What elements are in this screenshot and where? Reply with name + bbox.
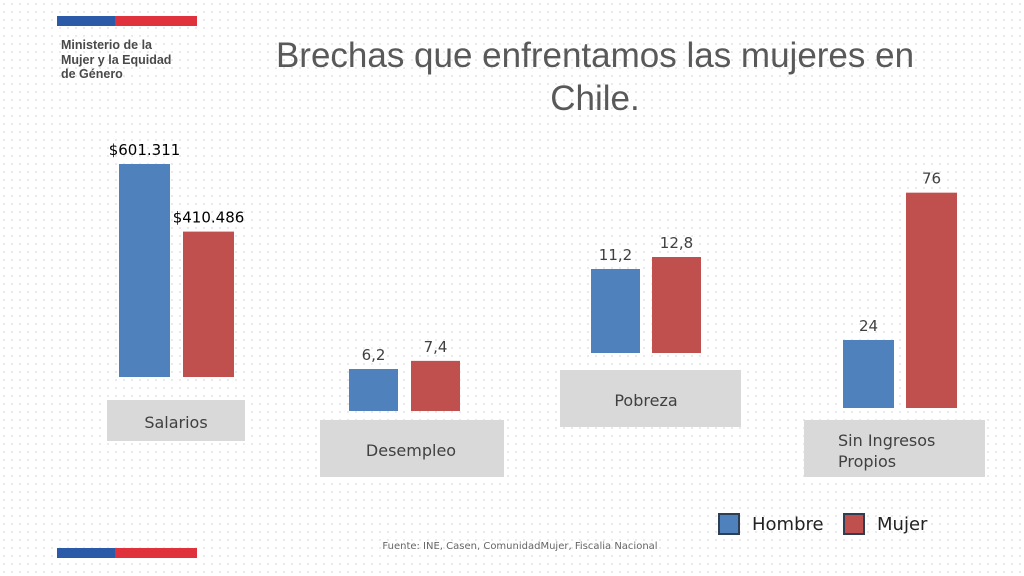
category-label: Pobreza xyxy=(614,391,677,410)
category-label: Sin Ingresos xyxy=(838,431,935,450)
legend-item-hombre: Hombre xyxy=(718,513,824,535)
legend-item-mujer: Mujer xyxy=(843,513,927,535)
bar-mujer xyxy=(652,257,701,353)
data-label-hombre: 11,2 xyxy=(599,246,632,264)
chart-group-pobreza: Pobreza 11,2 12,8 xyxy=(560,234,741,427)
category-label: Salarios xyxy=(144,413,207,432)
data-label-hombre: $601.311 xyxy=(109,141,181,159)
category-box xyxy=(560,370,741,427)
bar-mujer xyxy=(411,360,460,411)
data-label-mujer: $410.486 xyxy=(173,209,245,227)
category-box xyxy=(107,400,245,441)
legend-swatch-hombre xyxy=(718,513,740,535)
title-line-2: Chile. xyxy=(550,79,640,118)
flag-stripe-top xyxy=(57,16,197,26)
legend-label-hombre: Hombre xyxy=(752,513,824,535)
title-line-1: Brechas que enfrentamos las mujeres en xyxy=(275,36,915,75)
ministry-line-3: de Género xyxy=(61,67,123,81)
category-box xyxy=(804,420,985,477)
data-label-hombre: 6,2 xyxy=(362,346,386,364)
category-box xyxy=(320,420,504,477)
chart-group-salarios: Salarios $601.311 $410.486 xyxy=(107,141,245,441)
chart-group-sin-ingresos-propios: Sin Ingresos Propios 24 76 xyxy=(804,170,985,477)
bar-hombre xyxy=(119,164,170,377)
bar-hombre xyxy=(591,269,640,353)
category-label: Propios xyxy=(838,452,896,471)
legend-swatch-mujer xyxy=(843,513,865,535)
bar-mujer xyxy=(906,192,957,408)
legend-label-mujer: Mujer xyxy=(877,513,928,535)
data-label-mujer: 12,8 xyxy=(660,234,693,252)
ministry-logo-text: Ministerio de la Mujer y la Equidad de G… xyxy=(61,38,221,82)
ministry-line-2: Mujer y la Equidad xyxy=(61,52,172,67)
ministry-line-1: Ministerio de la xyxy=(61,38,152,52)
bar-mujer xyxy=(183,231,234,377)
slide-title: Brechas que enfrentamos las mujeres en C… xyxy=(270,34,920,120)
chart-group-desempleo: Desempleo 6,2 7,4 xyxy=(320,338,504,477)
category-label: Desempleo xyxy=(366,441,456,460)
flag-stripe-bottom xyxy=(57,548,197,558)
data-label-mujer: 76 xyxy=(922,170,941,188)
data-label-hombre: 24 xyxy=(859,317,878,335)
source-note: Fuente: INE, Casen, ComunidadMujer, Fisc… xyxy=(382,541,658,552)
bar-hombre xyxy=(843,340,894,408)
data-label-mujer: 7,4 xyxy=(424,338,448,356)
bar-hombre xyxy=(349,369,398,411)
